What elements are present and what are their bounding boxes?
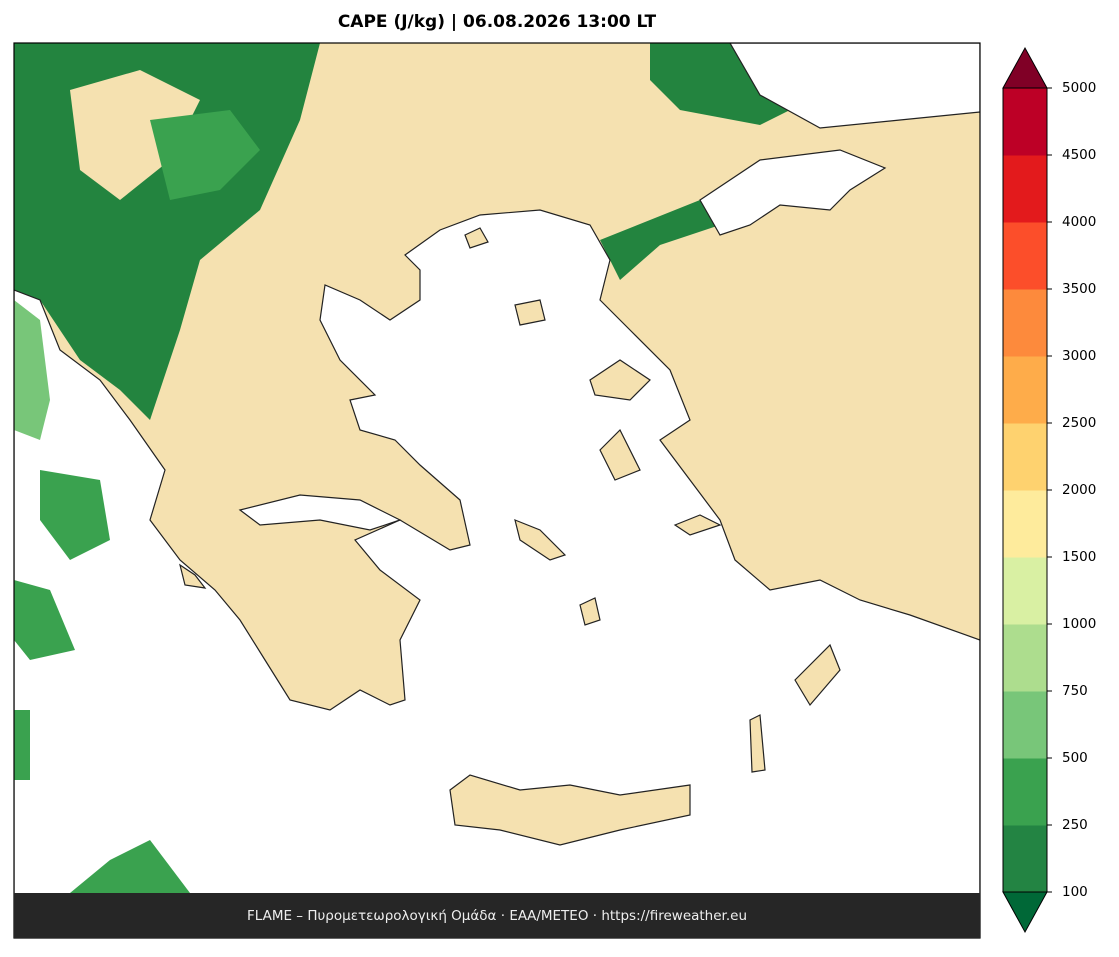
colorbar-tick-label: 100 xyxy=(1062,884,1088,900)
cape-area xyxy=(40,470,110,560)
island xyxy=(514,519,567,561)
colorbar: 100 250 500 750 1000 1500 2000 2500 3000 3500 4000… xyxy=(1002,46,1096,934)
colorbar-band xyxy=(1003,356,1047,424)
island xyxy=(794,643,841,707)
colorbar-tick-label: 4500 xyxy=(1062,147,1096,163)
sea xyxy=(14,209,980,938)
colorbar-tick-label: 250 xyxy=(1062,817,1088,833)
colorbar-band xyxy=(1003,691,1047,759)
island xyxy=(579,597,601,626)
colorbar-band xyxy=(1003,825,1047,893)
island xyxy=(589,359,651,401)
island xyxy=(464,227,489,249)
colorbar-tick-label: 4000 xyxy=(1062,214,1096,230)
colorbar-tick-label: 750 xyxy=(1062,683,1088,699)
colorbar-tick-label: 3500 xyxy=(1062,281,1096,297)
colorbar-band xyxy=(1003,155,1047,223)
island xyxy=(179,563,207,589)
colorbar-tick-label: 2500 xyxy=(1062,415,1096,431)
colorbar-tick-label: 3000 xyxy=(1062,348,1096,364)
colorbar-tick-label: 2000 xyxy=(1062,482,1096,498)
island xyxy=(749,714,766,773)
footer-text: FLAME – Πυρομετεωρολογική Ομάδα · ΕΑΑ/ME… xyxy=(247,908,747,924)
map: FLAME – Πυρομετεωρολογική Ομάδα · ΕΑΑ/ME… xyxy=(13,42,981,939)
black-sea xyxy=(729,43,980,129)
colorbar-band xyxy=(1003,289,1047,357)
colorbar-tick-label: 1000 xyxy=(1062,616,1096,632)
colorbar-band xyxy=(1003,624,1047,692)
colorbar-under xyxy=(1002,891,1048,934)
cape-area xyxy=(650,43,790,125)
colorbar-tick-label: 500 xyxy=(1062,750,1088,766)
cape-area xyxy=(14,580,75,660)
cape-area xyxy=(14,710,30,780)
island xyxy=(514,299,546,326)
island xyxy=(673,514,722,536)
gulf xyxy=(238,494,402,531)
colorbar-band xyxy=(1003,88,1047,156)
map-title: CAPE (J/kg) | 06.08.2026 13:00 LT xyxy=(338,12,657,32)
cape-area xyxy=(150,110,260,200)
land xyxy=(70,70,200,200)
island xyxy=(599,428,641,481)
colorbar-over xyxy=(1002,46,1048,89)
colorbar-tick-label: 5000 xyxy=(1062,80,1096,96)
colorbar-tick-label: 1500 xyxy=(1062,549,1096,565)
footer-bar xyxy=(14,893,980,938)
marmara-sea xyxy=(699,149,887,236)
cape-area xyxy=(70,840,190,893)
colorbar-band xyxy=(1003,490,1047,558)
island xyxy=(449,774,691,846)
colorbar-band xyxy=(1003,557,1047,625)
cape-area xyxy=(14,300,50,440)
colorbar-band xyxy=(1003,423,1047,491)
colorbar-band xyxy=(1003,758,1047,826)
colorbar-band xyxy=(1003,222,1047,290)
